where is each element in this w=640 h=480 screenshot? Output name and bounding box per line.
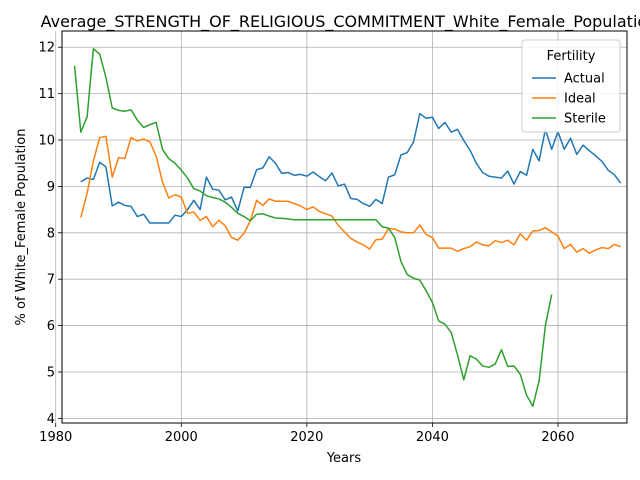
x-axis-ticks: 1980 2000 2020 2040 2060: [39, 423, 574, 445]
series-line-sterile: [73, 47, 553, 408]
legend-label-actual: Actual: [564, 72, 605, 87]
x-tick-label: 2060: [541, 430, 574, 445]
x-tick-label: 2040: [416, 430, 449, 445]
y-tick-label: 8: [47, 226, 55, 241]
series-lines: [73, 47, 622, 408]
series-line-actual: [80, 112, 622, 224]
y-tick-label: 9: [47, 180, 55, 195]
y-axis-ticks: 4 5 6 7 8 9 10 11 12: [38, 41, 62, 427]
chart-title: Average_STRENGTH_OF_RELIGIOUS_COMMITMENT…: [41, 12, 640, 32]
x-tick-label: 2000: [165, 430, 198, 445]
y-tick-label: 5: [47, 365, 55, 380]
y-axis-label: % of White_Female Population: [14, 129, 29, 326]
x-axis-label: Years: [326, 451, 362, 466]
plot-frame: [61, 30, 628, 424]
y-tick-label: 10: [38, 134, 55, 149]
legend-items: Actual Ideal Sterile: [532, 72, 606, 127]
legend-title: Fertility: [547, 49, 596, 64]
series-line-ideal: [80, 135, 621, 254]
y-tick-label: 12: [38, 41, 55, 56]
y-tick-label: 7: [47, 273, 55, 288]
legend-frame: [521, 39, 621, 133]
x-tick-label: 1980: [39, 430, 72, 445]
legend-label-sterile: Sterile: [564, 112, 606, 127]
legend: Fertility Actual Ideal Sterile: [521, 39, 621, 133]
legend-label-ideal: Ideal: [564, 92, 596, 107]
y-tick-label: 6: [47, 319, 55, 334]
y-tick-label: 11: [38, 87, 55, 102]
x-tick-label: 2020: [290, 430, 323, 445]
y-tick-label: 4: [47, 412, 55, 427]
